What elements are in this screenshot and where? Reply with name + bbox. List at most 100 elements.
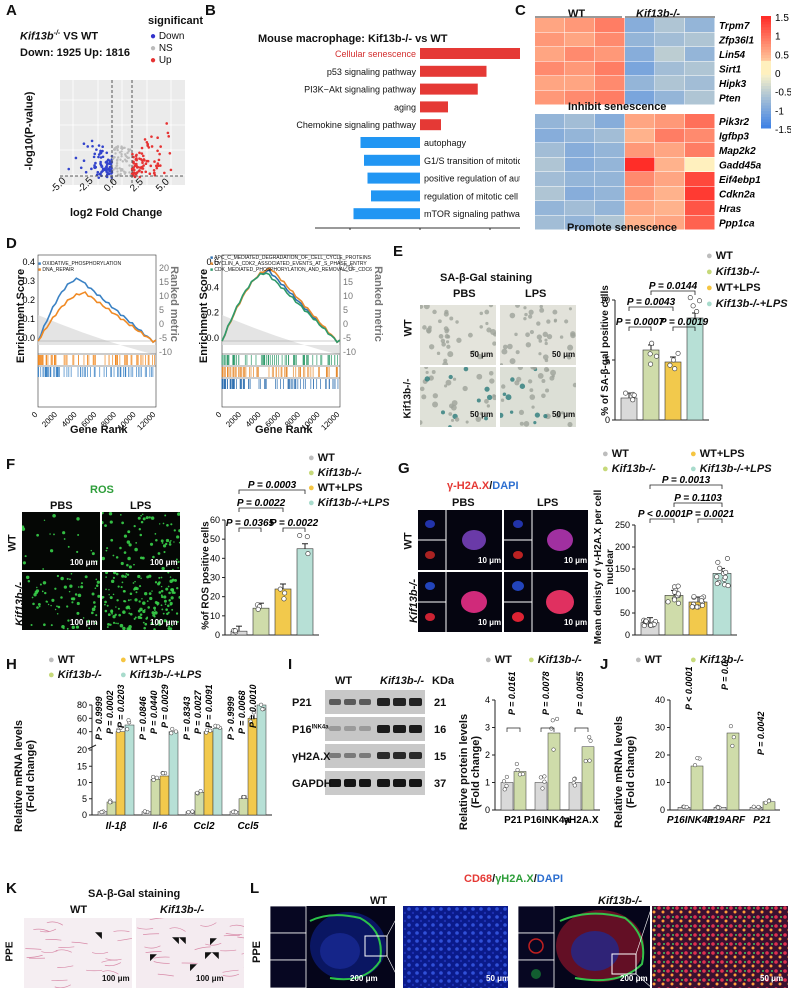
data-point [542, 779, 547, 784]
data-point [572, 777, 577, 782]
gsea-metric-tick: 0 [159, 319, 164, 329]
cell [465, 420, 469, 424]
i-blot-label: GAPDH [292, 778, 332, 790]
data-point [255, 606, 261, 612]
volcano-point [140, 166, 143, 170]
ros-signal [171, 624, 173, 627]
volcano-point [114, 152, 117, 155]
gsea-metric-tick: 15 [159, 277, 169, 287]
heatmap-cell [565, 76, 595, 90]
ros-signal [161, 542, 164, 544]
data-point [249, 715, 254, 720]
significance-bracket [238, 527, 262, 532]
k-row-ppe: PPE [4, 941, 16, 962]
colorbar-segment [761, 91, 771, 95]
cell [431, 370, 436, 374]
volcano-point [140, 152, 144, 155]
heatmap-cell [655, 143, 685, 157]
ros-signal [176, 620, 179, 623]
volcano-point [149, 164, 153, 168]
ros-signal [42, 568, 45, 570]
gsea-metric-tick: -5 [159, 333, 167, 343]
heatmap-cell [565, 90, 595, 105]
data-point [304, 534, 310, 540]
bar [247, 718, 258, 816]
ros-signal [146, 616, 149, 619]
heatmap-cell [565, 18, 595, 32]
significance-bracket [628, 326, 652, 331]
heatmap-cell [535, 157, 565, 172]
i-legend: ● Kif13b-/- [528, 654, 582, 666]
ros-signal [126, 627, 131, 630]
volcano-point [127, 150, 130, 153]
h-legend: ● WT+LPS [120, 654, 175, 666]
i-col-wt: WT [335, 675, 353, 687]
data-point [654, 353, 660, 359]
g-scale: 10 μm [478, 618, 502, 627]
cell [519, 383, 526, 389]
volcano-point [140, 170, 144, 174]
bar [159, 775, 170, 816]
colorbar-tick: 1.5 [775, 13, 789, 24]
heatmap-cell [535, 90, 565, 105]
cell [462, 385, 468, 392]
promote-label: Promote senescence [567, 222, 678, 234]
cell [443, 311, 449, 317]
cell [445, 340, 450, 344]
bar [534, 782, 548, 811]
heatmap-cell [535, 61, 565, 76]
bar [749, 807, 763, 811]
f-scale: 100 μm [150, 558, 178, 567]
data-point [540, 786, 545, 791]
data-point [277, 586, 283, 592]
p-value: P = 0.0027 [193, 690, 203, 734]
data-point [125, 727, 130, 732]
ros-signal [84, 575, 88, 579]
heatmap-cell [625, 128, 655, 143]
f-row-wt: WT [6, 534, 19, 552]
heatmap-cell [655, 18, 685, 32]
ros-signal [126, 540, 131, 544]
data-point [233, 810, 238, 815]
x-category: P21 [504, 815, 522, 826]
colorbar-segment [761, 116, 771, 121]
k-arrowhead-icon: ◤ [190, 962, 197, 972]
heatmap-cell [685, 47, 715, 61]
tissue-fiber [46, 921, 64, 926]
i-blot-label: P21 [292, 697, 312, 709]
data-point [756, 804, 761, 810]
cell [452, 377, 457, 381]
ros-signal [161, 595, 164, 599]
cell [541, 379, 546, 383]
y-tick-label: 5 [82, 794, 87, 804]
gsea-ranked-right: Ranked metric [371, 266, 384, 342]
data-point [542, 774, 547, 779]
ros-signal [80, 585, 84, 589]
k-micrograph-wt [24, 918, 132, 988]
cell [492, 394, 496, 401]
heatmap-cell [685, 114, 715, 128]
data-point [722, 574, 728, 580]
tissue-fiber [33, 928, 50, 932]
ros-signal [127, 530, 131, 534]
colorbar-tick: 1 [775, 32, 781, 43]
ros-signal [152, 555, 155, 559]
ros-signal [165, 608, 168, 611]
data-point [728, 724, 733, 729]
colorbar-segment [761, 86, 771, 90]
f-micrograph-wt-lps [102, 512, 180, 570]
ros-signal [115, 606, 117, 608]
ros-signal [36, 533, 39, 537]
data-point [690, 303, 696, 309]
j-legend: ● Kif13b-/- [690, 654, 744, 666]
inhibit-label: Inhibit senescence [568, 101, 667, 113]
ros-signal [93, 605, 97, 608]
data-point [717, 565, 723, 571]
ros-signal [165, 538, 170, 543]
heatmap-cell [535, 172, 565, 186]
y-tick-label: 80 [77, 700, 87, 710]
data-point [504, 774, 509, 779]
ros-signal [112, 576, 116, 579]
tissue-fiber [137, 927, 154, 930]
volcano-point [144, 170, 148, 174]
